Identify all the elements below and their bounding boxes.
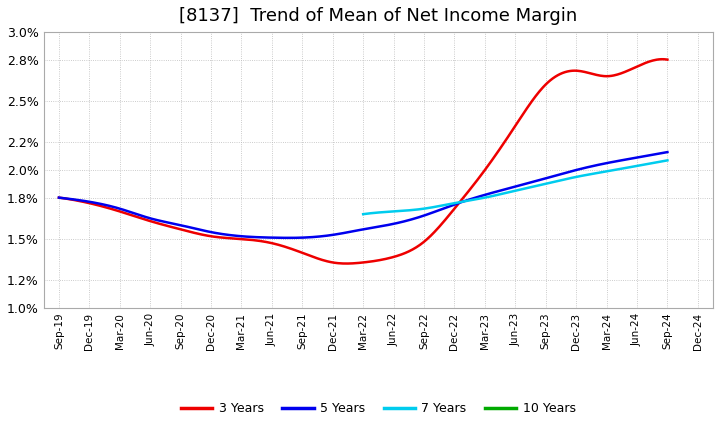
- Legend: 3 Years, 5 Years, 7 Years, 10 Years: 3 Years, 5 Years, 7 Years, 10 Years: [176, 397, 580, 420]
- Title: [8137]  Trend of Mean of Net Income Margin: [8137] Trend of Mean of Net Income Margi…: [179, 7, 577, 25]
